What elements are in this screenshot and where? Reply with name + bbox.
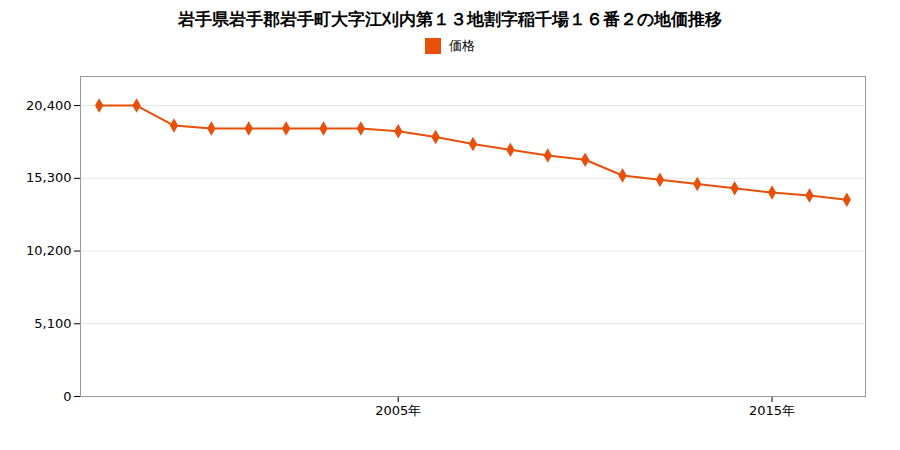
svg-text:2005年: 2005年 — [375, 403, 421, 418]
html-text:価格: 価格 — [449, 38, 475, 53]
svg-text:0: 0 — [63, 389, 71, 404]
svg-text:20,400: 20,400 — [26, 98, 72, 113]
svg-text:5,100: 5,100 — [34, 316, 71, 331]
html-text:岩手県岩手郡岩手町大字江刈内第１３地割字稲千場１６番２の地価: 岩手県岩手郡岩手町大字江刈内第１３地割字稲千場１６番２の地価推移 — [178, 9, 722, 29]
svg-text:15,300: 15,300 — [26, 170, 72, 185]
svg-text:2015年: 2015年 — [749, 403, 795, 418]
svg-text:10,200: 10,200 — [26, 243, 72, 258]
